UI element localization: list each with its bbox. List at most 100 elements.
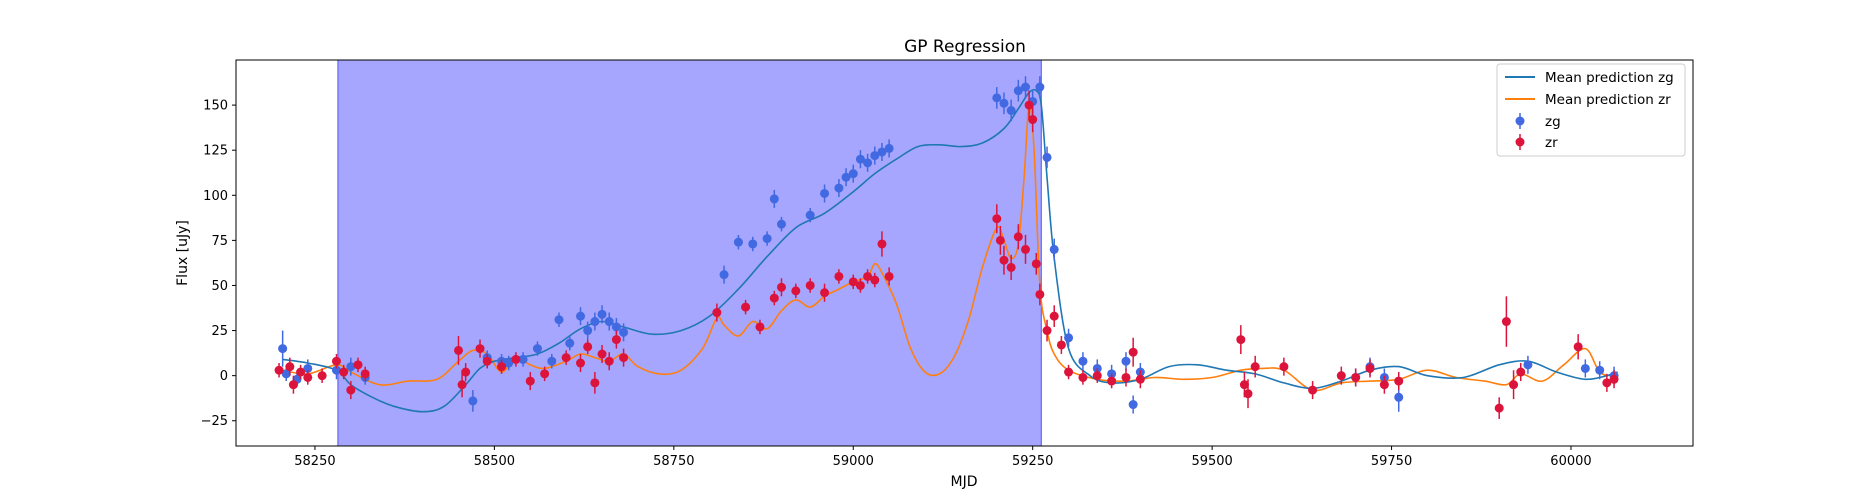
- data-point-zg: [769, 194, 779, 204]
- data-point-zr: [1107, 376, 1117, 386]
- legend-label-zg: zg: [1545, 114, 1561, 130]
- data-point-zr: [1056, 340, 1066, 350]
- data-point-zr: [1279, 362, 1289, 372]
- data-point-zr: [855, 280, 865, 290]
- data-point-zg: [532, 344, 542, 354]
- y-tick-label: 75: [211, 234, 228, 249]
- data-point-zr: [1092, 371, 1102, 381]
- data-point-zr: [769, 293, 779, 303]
- data-point-zg: [1121, 356, 1131, 366]
- data-point-zr: [1336, 371, 1346, 381]
- plot-area: [274, 60, 1619, 446]
- y-tick-label: 125: [203, 144, 228, 159]
- data-point-zg: [1595, 365, 1605, 375]
- y-tick-label: 0: [220, 369, 228, 384]
- series-line-mean-prediction-zr: [282, 103, 1615, 392]
- data-point-zg: [504, 358, 514, 368]
- data-point-zr: [884, 271, 894, 281]
- data-point-zg: [999, 98, 1009, 108]
- y-tick-label: 25: [211, 324, 228, 339]
- data-point-zr: [1573, 342, 1583, 352]
- data-point-zr: [1509, 380, 1519, 390]
- data-point-zr: [863, 271, 873, 281]
- data-point-zr: [576, 358, 586, 368]
- data-point-zr: [1121, 372, 1131, 382]
- data-point-zr: [1035, 289, 1045, 299]
- data-point-zr: [1049, 311, 1059, 321]
- data-point-zr: [1516, 367, 1526, 377]
- data-point-zg: [1021, 82, 1031, 92]
- x-tick-label: 58250: [294, 454, 335, 469]
- data-point-zg: [547, 356, 557, 366]
- data-point-zg: [855, 154, 865, 164]
- data-point-zg: [619, 327, 629, 337]
- data-point-zr: [1078, 372, 1088, 382]
- data-point-zr: [995, 235, 1005, 245]
- data-point-zr: [453, 345, 463, 355]
- data-point-zr: [597, 349, 607, 359]
- data-point-zr: [353, 360, 363, 370]
- x-tick-label: 59250: [1012, 454, 1053, 469]
- data-point-zr: [475, 344, 485, 354]
- data-point-zr: [1243, 389, 1253, 399]
- y-axis: −25 0 25 50 75 100 125 150: [201, 99, 236, 429]
- data-point-zg: [611, 322, 621, 332]
- data-point-zr: [1365, 363, 1375, 373]
- data-point-zr: [525, 376, 535, 386]
- legend-swatch-zg-marker: [1515, 116, 1525, 126]
- data-point-zg: [719, 270, 729, 280]
- data-point-zr: [1236, 335, 1246, 345]
- data-point-zr: [848, 277, 858, 287]
- x-tick-label: 59000: [833, 454, 874, 469]
- data-point-zr: [755, 322, 765, 332]
- data-point-zr: [1602, 378, 1612, 388]
- data-point-zr: [604, 356, 614, 366]
- data-point-zg: [303, 363, 313, 373]
- data-point-zr: [497, 362, 507, 372]
- data-point-zg: [762, 234, 772, 244]
- data-point-zr: [1031, 259, 1041, 269]
- x-tick-label: 59750: [1371, 454, 1412, 469]
- data-point-zr: [1006, 262, 1016, 272]
- data-point-zr: [999, 255, 1009, 265]
- data-point-zg: [733, 237, 743, 247]
- data-point-zr: [285, 362, 295, 372]
- data-point-zr: [1308, 385, 1318, 395]
- data-point-zr: [1135, 374, 1145, 384]
- data-point-zr: [511, 354, 521, 364]
- data-point-zr: [1021, 244, 1031, 254]
- data-point-zr: [611, 335, 621, 345]
- data-point-zg: [1064, 333, 1074, 343]
- data-point-zg: [604, 317, 614, 327]
- data-point-zr: [561, 353, 571, 363]
- chart-title: GP Regression: [904, 37, 1026, 57]
- data-point-zg: [346, 362, 356, 372]
- data-point-zr: [805, 280, 815, 290]
- data-point-zr: [1494, 403, 1504, 413]
- x-axis-label: MJD: [951, 474, 978, 490]
- legend: Mean prediction zg Mean prediction zr zg…: [1496, 63, 1686, 157]
- data-point-zg: [992, 93, 1002, 103]
- data-point-zr: [791, 286, 801, 296]
- data-point-zr: [1351, 372, 1361, 382]
- data-point-zr: [331, 356, 341, 366]
- y-axis-label: Flux [uJy]: [175, 220, 191, 286]
- data-point-zr: [583, 342, 593, 352]
- legend-label-zr: zr: [1545, 135, 1558, 151]
- shaded-region: [337, 60, 1042, 446]
- data-point-zg: [841, 172, 851, 182]
- data-point-zr: [1042, 326, 1052, 336]
- data-point-zg: [1078, 356, 1088, 366]
- data-point-zg: [583, 326, 593, 336]
- legend-swatch-zr-marker: [1515, 137, 1525, 147]
- data-point-zg: [1128, 400, 1138, 410]
- data-point-zg: [848, 169, 858, 179]
- data-point-zg: [1035, 82, 1045, 92]
- data-point-zg: [776, 219, 786, 229]
- data-point-zr: [1250, 362, 1260, 372]
- series-points-zr: [274, 90, 1619, 419]
- y-tick-label: −25: [201, 414, 228, 429]
- data-point-zg: [1049, 244, 1059, 254]
- data-point-zg: [554, 315, 564, 325]
- x-tick-label: 59500: [1191, 454, 1232, 469]
